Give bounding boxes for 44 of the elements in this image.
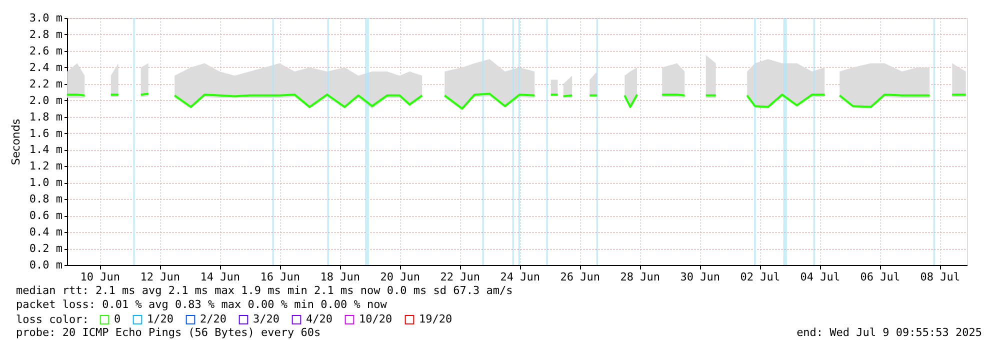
y-tick-label: 1.8 m — [29, 110, 63, 124]
legend-label: 4/20 — [306, 312, 332, 326]
y-tick-label: 2.6 m — [29, 44, 63, 58]
y-tick-label: 2.0 m — [29, 94, 63, 107]
x-tick-label: 12 Jun — [140, 270, 180, 284]
y-tick-label: 2.2 m — [29, 77, 63, 90]
text: probe: 20 ICMP Echo Pings (56 Bytes) every 60s — [16, 326, 321, 339]
y-tick-label: 0.4 m — [29, 226, 63, 239]
legend-label: 3/20 — [253, 312, 280, 326]
y-tick-label: 1.0 m — [29, 176, 63, 190]
x-tick-label: 22 Jun — [440, 270, 480, 284]
x-tick-label: 02 Jul — [740, 270, 780, 284]
y-tick-label: 1.4 m — [29, 143, 63, 156]
y-tick-label: 0.8 m — [29, 192, 63, 206]
text: packet loss: 0.01 % avg 0.83 % max 0.00 % min 0.00 % now — [16, 298, 388, 311]
x-tick-label: 18 Jun — [320, 270, 360, 284]
y-tick-label: 2.4 m — [29, 60, 63, 74]
legend-label: 1/20 — [147, 312, 174, 326]
y-tick-label: 3.0 m — [29, 12, 63, 24]
legend-title: loss color: — [16, 313, 89, 326]
text: end: Wed Jul 9 09:55:53 2025 — [796, 326, 982, 339]
x-tick-label: 14 Jun — [200, 270, 240, 284]
y-tick-label: 1.2 m — [29, 160, 63, 173]
y-tick-label: 1.6 m — [29, 126, 63, 140]
x-tick-label: 30 Jun — [680, 270, 720, 284]
x-tick-label: 08 Jul — [920, 270, 960, 284]
legend-label: 10/20 — [359, 312, 392, 326]
y-tick-label: 2.8 m — [29, 28, 63, 41]
x-tick-label: 24 Jun — [500, 270, 540, 284]
x-tick-label: 10 Jun — [80, 270, 120, 284]
x-tick-label: 28 Jun — [620, 270, 660, 284]
legend-label: 0 — [114, 312, 121, 326]
y-tick-label: 0.2 m — [29, 242, 63, 256]
text: median rtt: 2.1 ms avg 2.1 ms max 1.9 ms min 2.1 ms now 0.0 ms sd 67.3 am/s — [16, 284, 513, 297]
x-tick-label: 04 Jul — [800, 270, 840, 284]
x-tick-label: 16 Jun — [260, 270, 300, 284]
legend-label: 19/20 — [419, 312, 452, 326]
x-tick-label: 20 Jun — [380, 270, 420, 284]
y-tick-label: 0.0 m — [29, 258, 63, 272]
x-tick-label: 26 Jun — [560, 270, 600, 284]
y-axis-title: Seconds — [9, 118, 22, 166]
legend-label: 2/20 — [200, 312, 226, 326]
y-tick-label: 0.6 m — [29, 209, 63, 222]
x-tick-label: 06 Jul — [860, 270, 900, 284]
